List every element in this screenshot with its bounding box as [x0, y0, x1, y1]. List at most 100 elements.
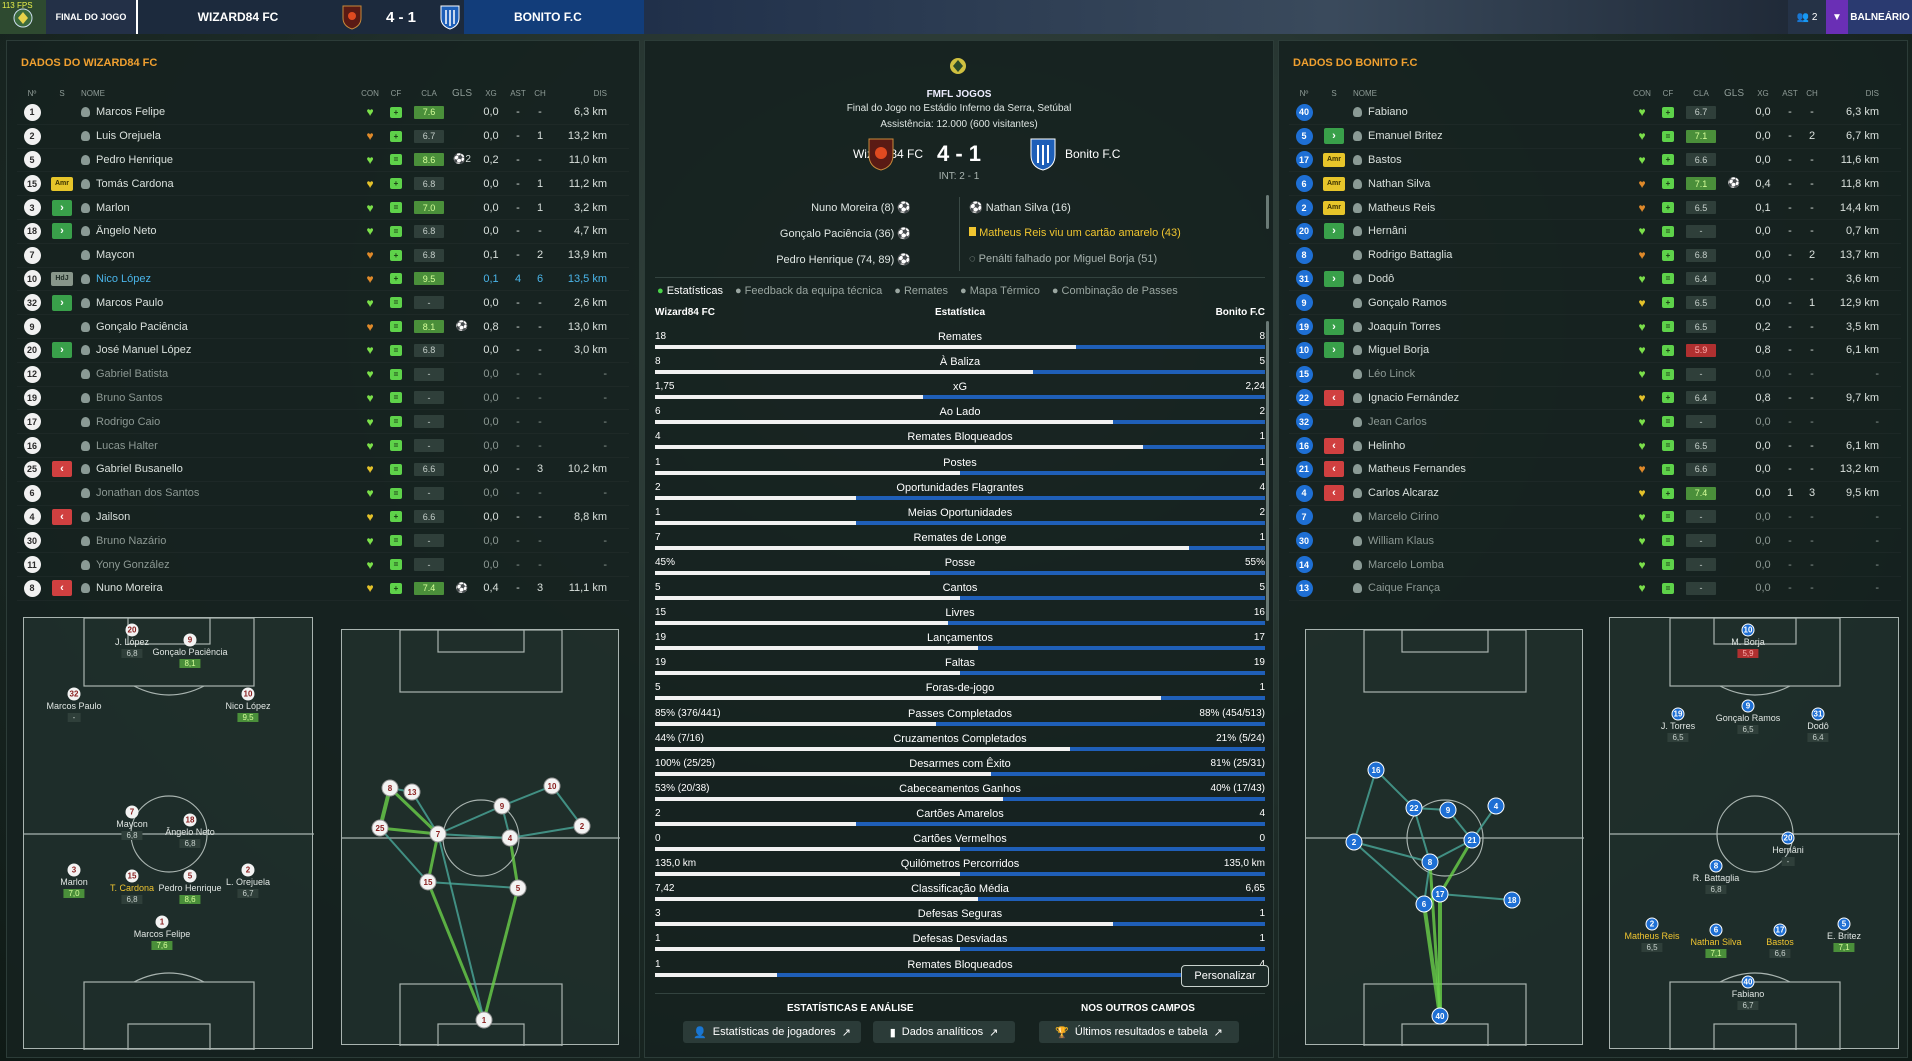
player-name[interactable]: Jean Carlos — [1368, 415, 1427, 428]
player-name[interactable]: Rodrigo Caio — [96, 415, 161, 428]
player-name[interactable]: Ângelo Neto — [96, 225, 157, 238]
player-name[interactable]: Nuno Moreira — [96, 582, 163, 595]
formation-player-marker[interactable]: 20 — [125, 623, 139, 637]
player-name[interactable]: Bruno Nazário — [96, 534, 167, 547]
table-row[interactable]: 18 › Ângelo Neto ♥ = 6.8 0,0 - - 4,7 km — [17, 220, 629, 244]
column-header[interactable]: CH — [534, 88, 546, 98]
away-team-name[interactable]: BONITO F.C — [464, 0, 644, 34]
column-header[interactable]: CLA — [1693, 88, 1709, 98]
player-name[interactable]: Yony González — [96, 558, 170, 571]
player-name[interactable]: Gabriel Batista — [96, 368, 169, 381]
player-name[interactable]: Hernâni — [1368, 225, 1407, 238]
player-name[interactable]: Gabriel Busanello — [96, 463, 183, 476]
table-row[interactable]: 15 Amr Tomás Cardona ♥ + 6.8 0,0 - 1 11,… — [17, 172, 629, 196]
player-name[interactable]: Léo Linck — [1368, 368, 1416, 381]
table-row[interactable]: 10 › Miguel Borja ♥ + 5.9 0,8 - - 6,1 km — [1289, 339, 1901, 363]
player-name[interactable]: Maycon — [96, 249, 135, 262]
column-header[interactable]: GLS — [451, 87, 472, 99]
formation-player-marker[interactable]: 8 — [1709, 859, 1723, 873]
column-header[interactable]: DIS — [1865, 88, 1879, 98]
column-header[interactable]: CON — [1633, 88, 1651, 98]
formation-player-marker[interactable]: 18 — [183, 813, 197, 827]
analytics-button[interactable]: ▮ Dados analíticos ↗ — [873, 1021, 1015, 1043]
formation-player-marker[interactable]: 3 — [67, 863, 81, 877]
table-row[interactable]: 17 Amr Bastos ♥ + 6.6 0,0 - - 11,6 km — [1289, 149, 1901, 173]
player-name[interactable]: Bastos — [1368, 153, 1402, 166]
table-row[interactable]: 4 ‹ Carlos Alcaraz ♥ + 7.4 0,0 1 3 9,5 k… — [1289, 482, 1901, 506]
column-header[interactable]: S — [59, 88, 65, 98]
player-name[interactable]: Ignacio Fernández — [1368, 391, 1460, 404]
player-name[interactable]: Tomás Cardona — [96, 177, 174, 190]
formation-player-marker[interactable]: 2 — [1645, 917, 1659, 931]
tab-shots[interactable]: ● Remates — [894, 285, 949, 297]
people-button[interactable]: 👥 2 — [1788, 0, 1826, 34]
formation-player-marker[interactable]: 10 — [1741, 623, 1755, 637]
table-row[interactable]: 4 ‹ Jailson ♥ + 6.6 0,0 - - 8,8 km — [17, 506, 629, 530]
player-name[interactable]: Matheus Fernandes — [1368, 463, 1466, 476]
formation-player-marker[interactable]: 10 — [241, 687, 255, 701]
player-name[interactable]: Joaquín Torres — [1368, 320, 1441, 333]
table-row[interactable]: 15 Léo Linck ♥ = - 0,0 - - - — [1289, 363, 1901, 387]
events-scrollbar[interactable] — [1266, 195, 1269, 229]
formation-player-marker[interactable]: 9 — [183, 633, 197, 647]
table-row[interactable]: 7 Maycon ♥ + 6.8 0,1 - 2 13,9 km — [17, 244, 629, 268]
player-name[interactable]: Marcos Felipe — [96, 106, 166, 119]
column-header[interactable]: CON — [361, 88, 379, 98]
table-row[interactable]: 19 Bruno Santos ♥ = - 0,0 - - - — [17, 387, 629, 411]
player-name[interactable]: Marcos Paulo — [96, 296, 164, 309]
table-row[interactable]: 20 › José Manuel López ♥ = 6.8 0,0 - - 3… — [17, 339, 629, 363]
formation-player-marker[interactable]: 19 — [1671, 707, 1685, 721]
table-row[interactable]: 31 › Dodô ♥ = 6.4 0,0 - - 3,6 km — [1289, 268, 1901, 292]
column-header[interactable]: Nº — [27, 88, 37, 98]
column-header[interactable]: DIS — [593, 88, 607, 98]
table-row[interactable]: 12 Gabriel Batista ♥ = - 0,0 - - - — [17, 363, 629, 387]
column-header[interactable]: S — [1331, 88, 1337, 98]
table-row[interactable]: 6 Jonathan dos Santos ♥ = - 0,0 - - - — [17, 482, 629, 506]
table-row[interactable]: 40 Fabiano ♥ + 6.7 0,0 - - 6,3 km — [1289, 101, 1901, 125]
player-name[interactable]: Marcelo Cirino — [1368, 510, 1439, 523]
table-row[interactable]: 11 Yony González ♥ = - 0,0 - - - — [17, 553, 629, 577]
column-header[interactable]: AST — [510, 88, 526, 98]
home-team-name[interactable]: WIZARD84 FC — [197, 10, 279, 24]
formation-player-marker[interactable]: 20 — [1781, 831, 1795, 845]
tab-statistics[interactable]: ● Estatísticas — [657, 285, 723, 297]
player-name[interactable]: Marlon — [96, 201, 130, 214]
column-header[interactable]: NOME — [1353, 88, 1377, 98]
player-name[interactable]: Fabiano — [1368, 106, 1408, 119]
formation-player-marker[interactable]: 9 — [1741, 699, 1755, 713]
table-row[interactable]: 6 Amr Nathan Silva ♥ + 7.1 ⚽ 0,4 - - 11,… — [1289, 172, 1901, 196]
table-row[interactable]: 16 Lucas Halter ♥ = - 0,0 - - - — [17, 434, 629, 458]
formation-player-marker[interactable]: 6 — [1709, 923, 1723, 937]
formation-player-marker[interactable]: 1 — [155, 915, 169, 929]
column-header[interactable]: Nº — [1299, 88, 1309, 98]
player-name[interactable]: Nico López — [96, 272, 152, 285]
formation-player-marker[interactable]: 15 — [125, 869, 139, 883]
table-row[interactable]: 30 William Klaus ♥ = - 0,0 - - - — [1289, 529, 1901, 553]
player-name[interactable]: Rodrigo Battaglia — [1368, 249, 1453, 262]
player-name[interactable]: Matheus Reis — [1368, 201, 1436, 214]
chevron-down-icon[interactable]: ▼ — [1826, 0, 1848, 34]
player-name[interactable]: Miguel Borja — [1368, 344, 1430, 357]
table-row[interactable]: 7 Marcelo Cirino ♥ = - 0,0 - - - — [1289, 506, 1901, 530]
tab-feedback[interactable]: ● Feedback da equipa técnica — [734, 285, 883, 297]
player-name[interactable]: Pedro Henrique — [96, 153, 174, 166]
customize-button[interactable]: Personalizar — [1181, 965, 1269, 987]
table-row[interactable]: 19 › Joaquín Torres ♥ = 6.5 0,2 - - 3,5 … — [1289, 315, 1901, 339]
table-row[interactable]: 13 Caique França ♥ = - 0,0 - - - — [1289, 577, 1901, 601]
table-row[interactable]: 17 Rodrigo Caio ♥ = - 0,0 - - - — [17, 410, 629, 434]
player-name[interactable]: Dodô — [1368, 272, 1395, 285]
player-name[interactable]: Nathan Silva — [1368, 177, 1431, 190]
formation-player-marker[interactable]: 32 — [67, 687, 81, 701]
table-row[interactable]: 20 › Hernâni ♥ = - 0,0 - - 0,7 km — [1289, 220, 1901, 244]
column-header[interactable]: GLS — [1723, 87, 1744, 99]
stats-scrollbar[interactable] — [1266, 321, 1269, 621]
player-name[interactable]: Caique França — [1368, 582, 1441, 595]
player-name[interactable]: Luis Orejuela — [96, 130, 161, 143]
table-row[interactable]: 22 ‹ Ignacio Fernández ♥ + 6.4 0,8 - - 9… — [1289, 387, 1901, 411]
formation-player-marker[interactable]: 2 — [241, 863, 255, 877]
column-header[interactable]: XG — [485, 88, 497, 98]
formation-player-marker[interactable]: 17 — [1773, 923, 1787, 937]
table-row[interactable]: 5 Pedro Henrique ♥ = 8.6 ⚽2 0,2 - - 11,0… — [17, 149, 629, 173]
formation-player-marker[interactable]: 40 — [1741, 975, 1755, 989]
column-header[interactable]: CLA — [421, 88, 437, 98]
